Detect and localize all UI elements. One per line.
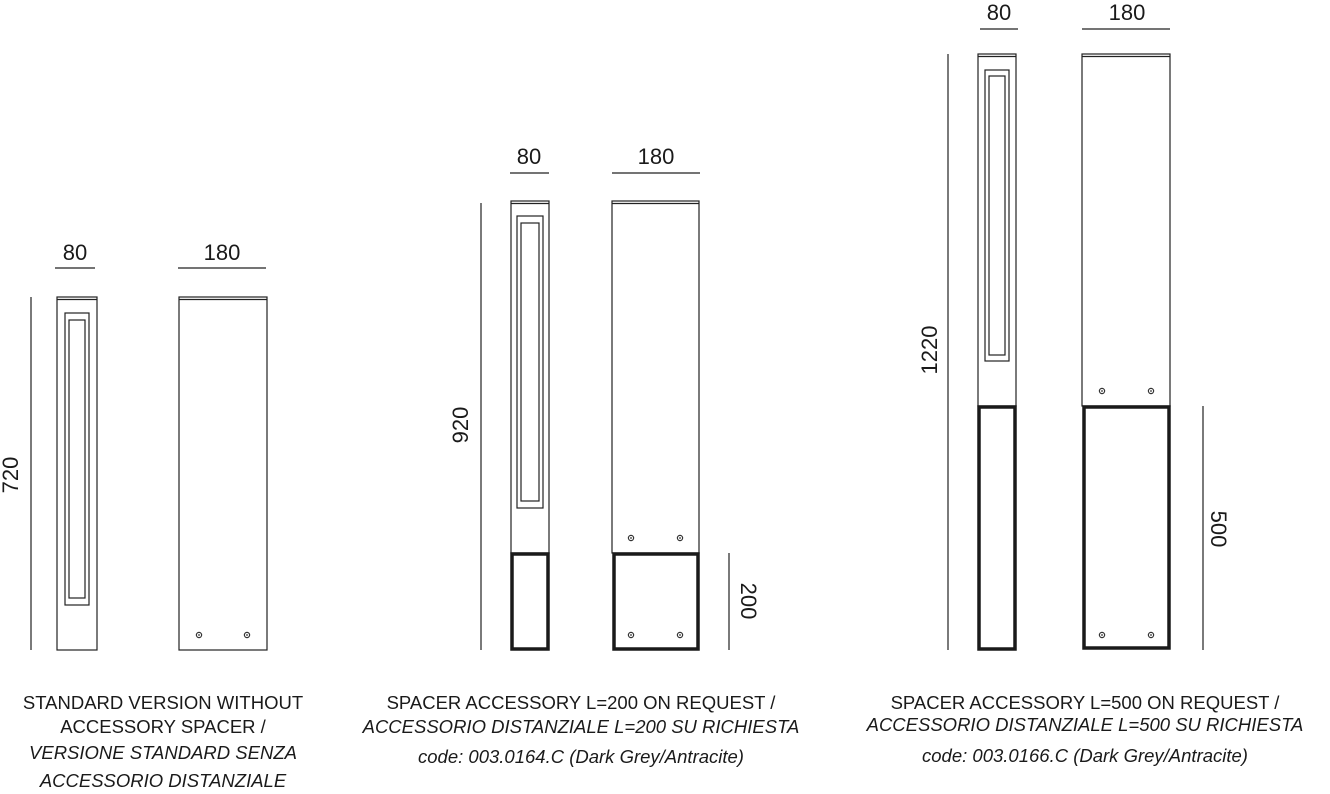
caption-line: STANDARD VERSION WITHOUT [23, 692, 303, 713]
caption-line: code: 003.0166.C (Dark Grey/Antracite) [922, 745, 1248, 766]
screw-icon [676, 534, 684, 542]
screw-icon [1098, 387, 1106, 395]
front-width-label: 180 [638, 144, 675, 169]
caption-line: ACCESSORIO DISTANZIALE [39, 770, 287, 791]
screw-icon [1098, 631, 1106, 639]
caption-line: code: 003.0164.C (Dark Grey/Antracite) [418, 746, 744, 767]
spacer-accessory [612, 552, 700, 651]
screw-icon [676, 631, 684, 639]
side-view [977, 53, 1017, 651]
front-view [611, 200, 700, 651]
caption-line: VERSIONE STANDARD SENZA [29, 742, 297, 763]
caption-line: ACCESSORIO DISTANZIALE L=500 SU RICHIEST… [866, 714, 1304, 735]
screw-icon [627, 631, 635, 639]
spacer-height-label: 200 [736, 583, 761, 620]
light-window [984, 69, 1010, 362]
front-view [1081, 53, 1171, 650]
height-label: 720 [0, 457, 23, 494]
spacer-accessory [977, 405, 1017, 651]
side-width-label: 80 [517, 144, 541, 169]
front-width-label: 180 [204, 240, 241, 265]
side-view [510, 200, 550, 651]
caption-line: ACCESSORY SPACER / [60, 716, 266, 737]
front-view [178, 296, 268, 651]
light-window [516, 215, 544, 509]
light-window [64, 312, 90, 606]
screw-icon [1147, 387, 1155, 395]
screw-icon [243, 631, 251, 639]
spacer-height-label: 500 [1206, 511, 1231, 548]
side-width-label: 80 [63, 240, 87, 265]
height-label: 920 [448, 407, 473, 444]
height-label: 1220 [917, 326, 942, 375]
front-width-label: 180 [1109, 0, 1146, 25]
caption-line: SPACER ACCESSORY L=500 ON REQUEST / [891, 692, 1281, 713]
screw-icon [195, 631, 203, 639]
spacer-accessory [1082, 405, 1171, 650]
screw-icon [627, 534, 635, 542]
caption-line: SPACER ACCESSORY L=200 ON REQUEST / [387, 692, 777, 713]
spacer-200-group: 80 180 920 200 SPACER ACCESSORY L=200 ON… [362, 144, 800, 767]
spacer-accessory [510, 552, 550, 651]
screw-icon [1147, 631, 1155, 639]
side-view [56, 296, 98, 651]
standard-version-group: 80 180 720 STANDARD VERSION WITHOUT ACCE… [0, 240, 303, 791]
side-width-label: 80 [987, 0, 1011, 25]
spacer-500-group: 80 180 1220 500 SPACER ACCESSORY L=500 O… [866, 0, 1304, 766]
caption-line: ACCESSORIO DISTANZIALE L=200 SU RICHIEST… [362, 716, 800, 737]
